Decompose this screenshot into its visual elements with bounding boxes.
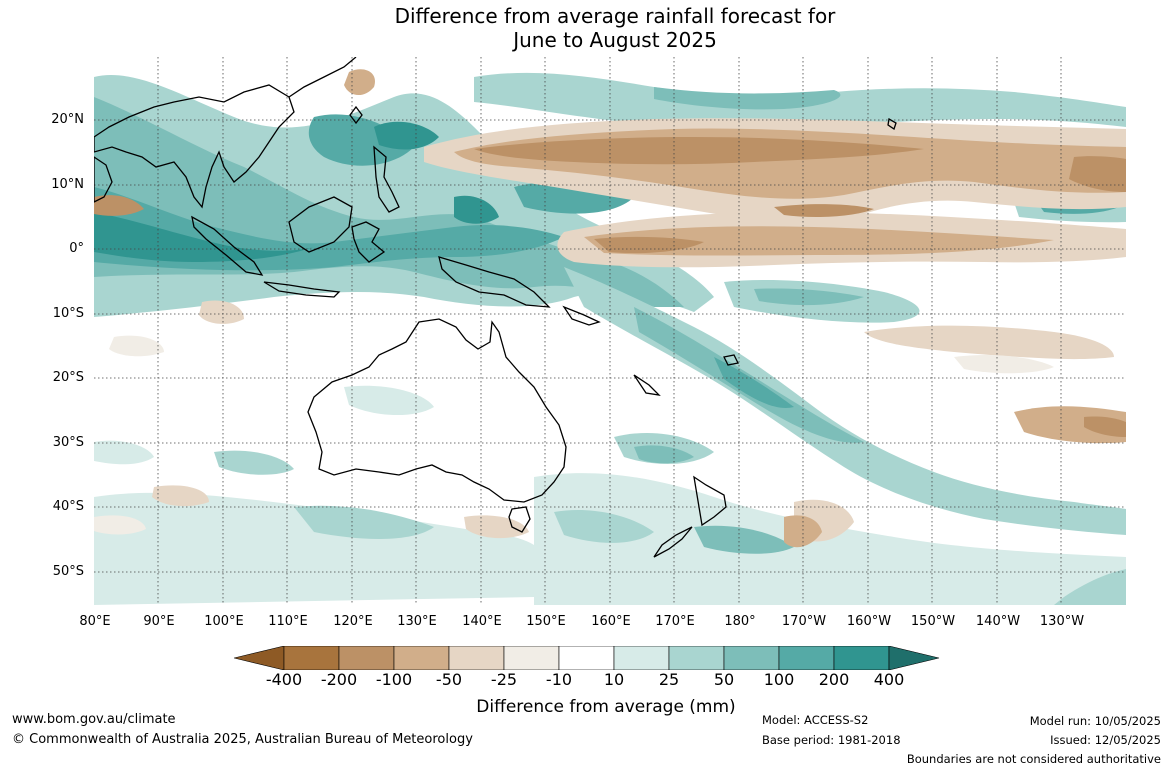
colorbar-segments: [234, 646, 940, 670]
lat-label-40s: 40°S: [52, 499, 84, 514]
title-line-2: June to August 2025: [513, 28, 717, 52]
lon-label-100e: 100°E: [204, 614, 244, 629]
solomon-islands-coastline: [562, 305, 601, 326]
lat-label-20n: 20°N: [51, 112, 84, 127]
lon-label-90e: 90°E: [143, 614, 175, 629]
lon-label-80e: 80°E: [79, 614, 111, 629]
lon-label-170w: 170°W: [781, 614, 827, 629]
colorbar-tick: -50: [435, 670, 463, 689]
coastlines: [94, 57, 897, 558]
colorbar-label: Difference from average (mm): [476, 697, 736, 717]
tasmania-coastline: [508, 506, 531, 533]
colorbar-segment: [503, 646, 560, 670]
colorbar-segment: [723, 646, 780, 670]
india-coastline: [94, 156, 113, 203]
colorbar-segment: [283, 646, 340, 670]
colorbar-tick: 200: [818, 670, 850, 689]
colorbar-tick: 50: [713, 670, 735, 689]
lat-label-10s: 10°S: [52, 306, 84, 321]
website-text: www.bom.gov.au/climate: [12, 712, 176, 727]
dry-anomaly-fields: [94, 69, 1126, 548]
hawaii-coastline: [887, 117, 897, 131]
colorbar-arrow-right: [888, 646, 940, 670]
lat-label-20s: 20°S: [52, 370, 84, 385]
title-line-1: Difference from average rainfall forecas…: [394, 4, 836, 28]
colorbar-segment: [668, 646, 725, 670]
lat-label-50s: 50°S: [52, 564, 84, 579]
colorbar-tick: -200: [320, 670, 358, 689]
colorbar: [234, 646, 940, 670]
sulawesi-coastline: [351, 221, 386, 263]
colorbar-segment: [613, 646, 670, 670]
lat-label-0: 0°: [69, 241, 84, 256]
colorbar-tick: 100: [763, 670, 795, 689]
philippines-coastline: [373, 145, 400, 213]
java-coastline: [263, 281, 341, 298]
colorbar-tick: 25: [658, 670, 680, 689]
new-caledonia-coastline: [633, 374, 661, 396]
lon-label-160w: 160°W: [846, 614, 892, 629]
new-zealand-south-coastline: [653, 526, 693, 558]
fiji-coastline: [723, 354, 739, 366]
colorbar-segment: [448, 646, 505, 670]
new-zealand-coastline: [693, 475, 727, 527]
lon-label-140e: 140°E: [462, 614, 502, 629]
colorbar-segment: [778, 646, 835, 670]
issued-text: Issued: 12/05/2025: [1050, 733, 1161, 747]
sumatra-coastline: [191, 215, 264, 276]
map-title: Difference from average rainfall forecas…: [0, 4, 1173, 52]
colorbar-tick: -10: [545, 670, 573, 689]
disclaimer-text: Boundaries are not considered authoritat…: [906, 752, 1161, 766]
lon-label-140w: 140°W: [975, 614, 1021, 629]
colorbar-segment: [833, 646, 890, 670]
map-svg: [94, 57, 1126, 605]
lon-label-130w: 130°W: [1039, 614, 1085, 629]
base-period-text: Base period: 1981-2018: [762, 733, 901, 747]
lon-label-180: 180°: [724, 614, 756, 629]
taiwan-coastline: [349, 105, 363, 125]
colorbar-segment: [558, 646, 615, 670]
lat-label-10n: 10°N: [51, 177, 84, 192]
colorbar-segment: [338, 646, 395, 670]
copyright-text: © Commonwealth of Australia 2025, Austra…: [12, 732, 473, 747]
lon-label-150e: 150°E: [526, 614, 566, 629]
lon-label-130e: 130°E: [397, 614, 437, 629]
lon-label-160e: 160°E: [591, 614, 631, 629]
colorbar-arrow-left: [234, 646, 285, 670]
colorbar-tick: -25: [490, 670, 518, 689]
new-guinea-coastline: [438, 256, 551, 308]
se-asia-coastline: [94, 84, 295, 209]
colorbar-tick: 400: [873, 670, 905, 689]
lon-label-170e: 170°E: [655, 614, 695, 629]
model-run-text: Model run: 10/05/2025: [1029, 714, 1161, 728]
lat-label-30s: 30°S: [52, 435, 84, 450]
borneo-coastline: [288, 196, 353, 253]
lon-label-150w: 150°W: [910, 614, 956, 629]
rainfall-anomaly-map: [94, 57, 1126, 605]
lon-label-110e: 110°E: [268, 614, 308, 629]
model-text: Model: ACCESS-S2: [762, 713, 869, 727]
colorbar-tick: -100: [375, 670, 413, 689]
graticule: [94, 57, 1126, 605]
colorbar-tick: 10: [603, 670, 625, 689]
lon-label-120e: 120°E: [333, 614, 373, 629]
colorbar-tick: -400: [265, 670, 303, 689]
colorbar-segment: [393, 646, 450, 670]
china-coastline: [288, 57, 357, 98]
australia-coastline: [307, 318, 567, 503]
